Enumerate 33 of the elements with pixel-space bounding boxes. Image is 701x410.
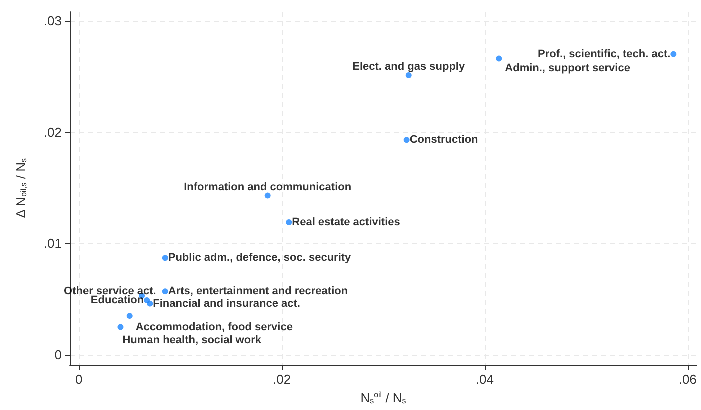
annotation: Public adm., defence, soc. security — [168, 252, 352, 264]
y-tick-label: 0 — [54, 348, 62, 363]
x-tick-label: .06 — [678, 372, 697, 388]
y-axis-title: Δ Noil,s / Ns — [14, 158, 28, 218]
x-tick-label: .02 — [273, 372, 292, 388]
annotation: Construction — [410, 134, 479, 146]
x-axis-title: Nsoil / Ns — [360, 390, 406, 406]
annotation: Financial and insurance act. — [153, 298, 300, 310]
y-tick-label: .01 — [44, 236, 62, 252]
point — [118, 324, 124, 330]
point — [670, 51, 677, 58]
point — [404, 137, 410, 144]
point — [286, 220, 292, 226]
annotation: Accommodation, food service — [136, 322, 293, 334]
point — [162, 255, 168, 262]
annotation: Prof., scientific, tech. act. — [538, 48, 671, 60]
point — [126, 313, 133, 320]
annotation: Human health, social work — [122, 334, 262, 347]
x-tick-label: .04 — [476, 372, 494, 388]
point — [406, 72, 412, 78]
annotation: Elect. and gas supply — [352, 60, 466, 73]
x-tick-label: 0 — [76, 372, 83, 388]
annotation: Education — [90, 294, 144, 306]
point — [264, 192, 271, 199]
annotation: Admin., support service — [505, 62, 630, 74]
annotation: Arts, entertainment and recreation — [168, 286, 348, 298]
point — [147, 300, 154, 307]
y-tick-label: .02 — [44, 124, 62, 140]
point — [496, 56, 502, 62]
point — [162, 288, 168, 295]
annotation: Information and communication — [184, 181, 352, 194]
annotation: Real estate activities — [292, 216, 400, 229]
y-tick-label: .03 — [44, 13, 62, 28]
